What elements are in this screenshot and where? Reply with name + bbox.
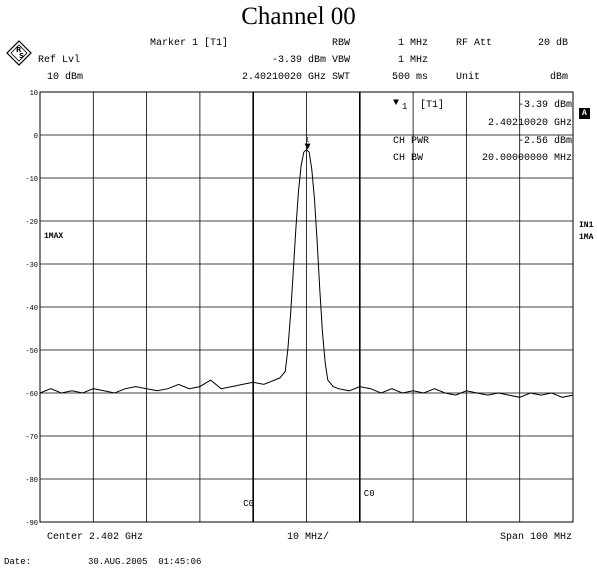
ref-lvl-value: 10 dBm	[47, 72, 84, 83]
trace-mode-right-label: 1MA	[579, 233, 594, 242]
marker-frequency: 2.40210020 GHz	[241, 72, 326, 83]
ref-lvl-label: Ref Lvl	[38, 55, 81, 66]
y-tick-label: -80	[25, 477, 38, 485]
center-frequency: Center 2.402 GHz	[47, 532, 144, 543]
rohde-schwarz-logo-icon: R S	[6, 40, 32, 66]
trace-series	[39, 148, 574, 398]
marker-1-triangle	[304, 143, 311, 150]
rf-att-label: RF Att	[456, 38, 493, 49]
y-tick-label: -10	[25, 176, 38, 184]
y-tick-label: -90	[25, 520, 38, 528]
rbw-label: RBW	[332, 38, 351, 49]
ch-pwr-value: -2.56 dBm	[517, 136, 572, 147]
marker-table-frequency: 2.40210020 GHz	[487, 118, 572, 129]
y-tick-label: -50	[25, 348, 38, 356]
svg-text:R: R	[16, 46, 22, 54]
y-tick-label: -70	[25, 434, 38, 442]
channel-lines: C0 C0	[243, 92, 375, 522]
marker-table-trace: [T1]	[420, 100, 445, 111]
trace-a-badge: A	[579, 108, 590, 119]
chart-title: Channel 00	[241, 3, 356, 30]
ch-pwr-label: CH PWR	[393, 136, 430, 147]
marker-table-name: 1	[402, 102, 408, 112]
rf-att-value: 20 dB	[537, 38, 568, 49]
rbw-value: 1 MHz	[397, 38, 428, 49]
y-tick-label: 0	[34, 133, 38, 141]
unit-label: Unit	[456, 72, 481, 83]
y-tick-label: -30	[25, 262, 38, 270]
marker-label: Marker 1 [T1]	[150, 38, 229, 49]
marker-group: 1	[304, 137, 311, 150]
channel-line-label: C0	[243, 499, 254, 509]
y-tick-label: 10	[30, 90, 38, 98]
marker-level: -3.39 dBm	[271, 55, 326, 66]
swt-value: 500 ms	[391, 72, 428, 83]
y-tick-labels: 10 0 -10 -20 -30 -40 -50 -60 -70 -80 -90	[25, 90, 38, 528]
ch-bw-label: CH BW	[393, 153, 424, 164]
input-label: IN1	[579, 221, 594, 230]
ch-bw-value: 20.00000000 MHz	[481, 153, 572, 164]
y-tick-label: -40	[25, 305, 38, 313]
marker-1-label: 1	[306, 137, 310, 144]
division-label: 10 MHz/	[286, 532, 329, 543]
date-value: 30.AUG.2005 01:45:06	[88, 557, 202, 567]
channel-line-label: C0	[364, 489, 375, 499]
marker-table-level: -3.39 dBm	[517, 100, 572, 111]
vbw-label: VBW	[332, 55, 351, 66]
vbw-value: 1 MHz	[397, 55, 428, 66]
trace-line	[39, 148, 574, 398]
marker-table-symbol: ▼	[393, 98, 400, 109]
trace-mode-label: 1MAX	[44, 232, 64, 241]
swt-label: SWT	[332, 72, 351, 83]
date-label: Date:	[4, 557, 32, 567]
svg-text:S: S	[19, 52, 24, 60]
y-tick-label: -60	[25, 391, 38, 399]
unit-value: dBm	[549, 72, 568, 83]
y-tick-label: -20	[25, 219, 38, 227]
span-label: Span 100 MHz	[499, 532, 572, 543]
